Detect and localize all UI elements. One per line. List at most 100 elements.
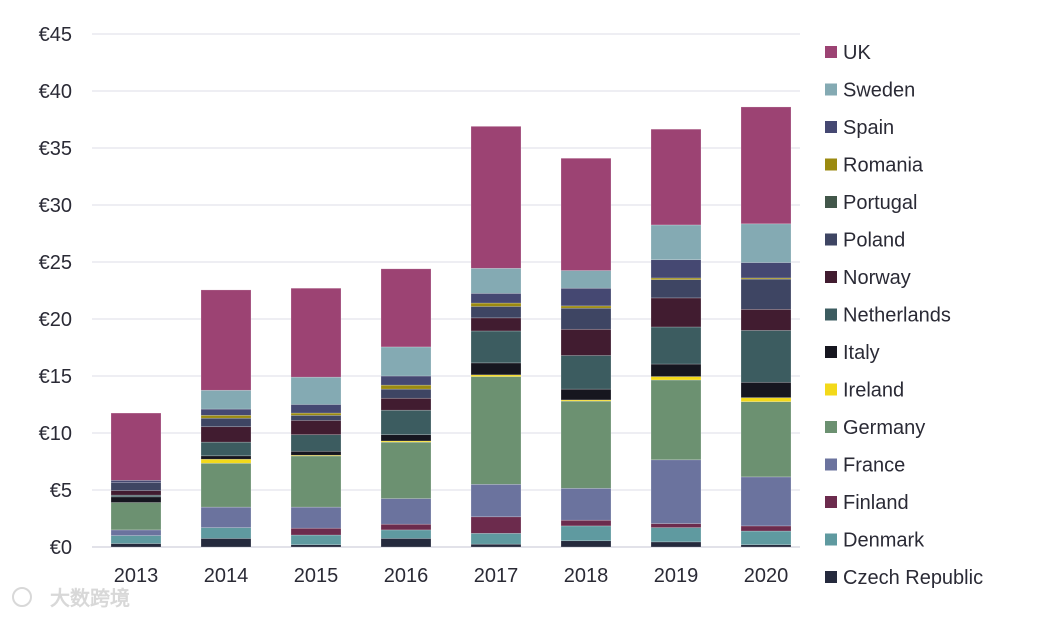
legend-item-germany: Germany bbox=[825, 417, 925, 439]
bar-segment-ireland bbox=[740, 397, 792, 402]
bar-stack-2016 bbox=[380, 268, 432, 548]
x-tick-label: 2017 bbox=[474, 565, 519, 587]
bar-stack-2019 bbox=[650, 128, 702, 548]
bar-segment-denmark bbox=[290, 534, 342, 546]
bar-segment-france bbox=[110, 529, 162, 536]
bar-segment-italy bbox=[380, 434, 432, 442]
legend-label: Finland bbox=[843, 492, 909, 514]
y-tick-label: €25 bbox=[39, 252, 72, 274]
bar-segment-norway bbox=[200, 426, 252, 443]
legend-label: Sweden bbox=[843, 80, 915, 102]
legend-item-poland: Poland bbox=[825, 230, 905, 252]
legend-swatch bbox=[825, 121, 837, 133]
legend-swatch bbox=[825, 533, 837, 546]
bar-segment-spain bbox=[200, 408, 252, 416]
bar-segment-sweden bbox=[200, 389, 252, 410]
x-tick-label: 2014 bbox=[204, 565, 249, 587]
bar-segment-germany bbox=[470, 376, 522, 485]
bar-segment-uk bbox=[740, 106, 792, 225]
y-tick-label: €45 bbox=[39, 24, 72, 46]
bar-segment-ireland bbox=[650, 376, 702, 381]
legend-item-denmark: Denmark bbox=[825, 530, 925, 552]
bar-segment-czech-republic bbox=[560, 540, 612, 548]
bar-segment-germany bbox=[290, 455, 342, 508]
legend-item-netherlands: Netherlands bbox=[825, 305, 951, 327]
bar-segment-spain bbox=[290, 404, 342, 414]
bar-segment-poland bbox=[560, 307, 612, 330]
bar-segment-romania bbox=[290, 412, 342, 416]
bar-segment-denmark bbox=[740, 530, 792, 546]
y-tick-label: €0 bbox=[50, 537, 72, 559]
bar-segment-poland bbox=[110, 482, 162, 491]
bar-segment-italy bbox=[650, 363, 702, 377]
bar-segment-italy bbox=[110, 496, 162, 503]
bar-segment-germany bbox=[740, 401, 792, 478]
legend-swatch bbox=[825, 346, 837, 358]
bar-segment-netherlands bbox=[200, 441, 252, 457]
legend-item-czech-republic: Czech Republic bbox=[825, 567, 983, 589]
x-tick-label: 2015 bbox=[294, 565, 339, 587]
legend-swatch bbox=[825, 271, 837, 283]
legend-item-uk: UK bbox=[825, 42, 871, 64]
bar-segment-france bbox=[200, 506, 252, 528]
bar-segment-france bbox=[470, 483, 522, 518]
legend-item-france: France bbox=[825, 455, 905, 477]
bar-segment-france bbox=[380, 498, 432, 525]
bar-stack-2017 bbox=[470, 126, 522, 548]
bar-segment-germany bbox=[560, 400, 612, 489]
bar-segment-france bbox=[740, 476, 792, 527]
watermark-logo-icon bbox=[12, 587, 32, 607]
bar-segment-czech-republic bbox=[470, 543, 522, 548]
legend-item-spain: Spain bbox=[825, 117, 894, 139]
legend-item-portugal: Portugal bbox=[825, 192, 918, 214]
x-axis-ticks: 2013 2014 2015 2016 2017 2018 2019 2020 bbox=[114, 565, 789, 587]
bar-segment-norway bbox=[650, 297, 702, 328]
legend: UK Sweden Spain Romania Portugal Poland Norway… bbox=[825, 42, 983, 589]
legend-item-italy: Italy bbox=[825, 342, 880, 364]
legend-label: Netherlands bbox=[843, 305, 951, 327]
y-tick-label: €30 bbox=[39, 195, 72, 217]
x-tick-label: 2013 bbox=[114, 565, 159, 587]
bar-segment-denmark bbox=[560, 525, 612, 542]
legend-item-sweden: Sweden bbox=[825, 80, 915, 102]
bar-segment-poland bbox=[470, 306, 522, 319]
bar-segment-sweden bbox=[470, 267, 522, 294]
legend-swatch bbox=[825, 308, 837, 321]
legend-swatch bbox=[825, 83, 837, 96]
y-axis-ticks: €0 €5 €10 €15 €20 €25 €30 €35 €40 €45 bbox=[39, 24, 72, 559]
legend-label: UK bbox=[843, 42, 871, 64]
legend-label: Romania bbox=[843, 155, 924, 177]
bar-segment-denmark bbox=[110, 535, 162, 544]
bar-segment-germany bbox=[380, 441, 432, 499]
bar-segment-netherlands bbox=[470, 330, 522, 364]
x-tick-label: 2020 bbox=[744, 565, 789, 587]
y-tick-label: €35 bbox=[39, 138, 72, 160]
bar-stack-2018 bbox=[560, 157, 612, 548]
y-tick-label: €15 bbox=[39, 366, 72, 388]
bar-segment-finland bbox=[290, 527, 342, 536]
bar-segment-spain bbox=[740, 262, 792, 279]
legend-label: Norway bbox=[843, 267, 911, 289]
bar-segment-finland bbox=[560, 519, 612, 527]
x-tick-label: 2016 bbox=[384, 565, 429, 587]
bar-segment-uk bbox=[650, 128, 702, 226]
bar-segment-denmark bbox=[200, 527, 252, 539]
x-tick-label: 2019 bbox=[654, 565, 699, 587]
x-tick-label: 2018 bbox=[564, 565, 609, 587]
bar-segment-italy bbox=[290, 450, 342, 456]
legend-item-ireland: Ireland bbox=[825, 380, 904, 402]
legend-label: Portugal bbox=[843, 192, 918, 214]
bar-segment-sweden bbox=[290, 376, 342, 405]
legend-item-romania: Romania bbox=[825, 155, 924, 177]
bar-segment-italy bbox=[560, 388, 612, 401]
legend-swatch bbox=[825, 496, 837, 508]
bar-segment-uk bbox=[560, 157, 612, 271]
bar-segment-germany bbox=[200, 462, 252, 508]
bar-segment-poland bbox=[200, 417, 252, 428]
bar-segment-italy bbox=[200, 455, 252, 460]
bar-segment-romania bbox=[380, 384, 432, 390]
y-tick-label: €10 bbox=[39, 423, 72, 445]
bar-segment-norway bbox=[380, 397, 432, 411]
bar-segment-sweden bbox=[380, 346, 432, 377]
